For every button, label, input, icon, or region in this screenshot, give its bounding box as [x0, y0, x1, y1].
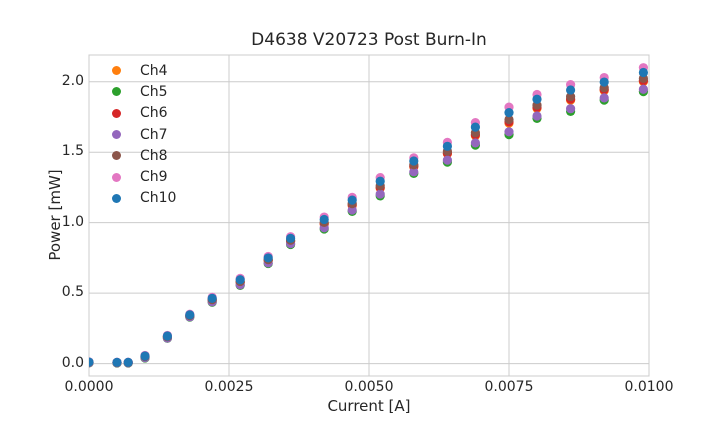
x-tick-label: 0.0000 [64, 379, 114, 395]
scatter-point-ch10 [235, 275, 245, 285]
scatter-point-ch7 [504, 127, 514, 137]
legend-item-ch4: Ch4 [112, 60, 176, 81]
scatter-point-ch10 [207, 293, 217, 303]
x-tick-label: 0.0100 [624, 379, 674, 395]
scatter-point-ch7 [638, 84, 649, 94]
y-tick-label: 1.0 [61, 213, 84, 230]
legend-marker-icon [112, 172, 121, 182]
legend-item-ch8: Ch8 [112, 145, 176, 166]
legend-item-ch7: Ch7 [112, 124, 176, 145]
x-axis-label: Current [A] [327, 397, 411, 415]
scatter-point-ch10 [140, 351, 150, 361]
legend-label: Ch5 [140, 83, 168, 100]
legend: Ch4 Ch5 Ch6 Ch7 Ch8 Ch9 Ch10 [112, 60, 176, 209]
x-tick-label: 0.0075 [484, 379, 534, 395]
scatter-points [89, 63, 649, 368]
legend-label: Ch4 [140, 62, 168, 79]
scatter-point-ch10 [123, 357, 133, 367]
scatter-point-ch8 [504, 114, 514, 125]
scatter-point-ch10 [89, 357, 94, 367]
scatter-point-ch10 [263, 253, 273, 263]
scatter-point-ch10 [532, 94, 542, 104]
legend-item-ch9: Ch9 [112, 166, 176, 187]
x-tick-label: 0.0025 [204, 379, 254, 395]
legend-marker-icon [112, 130, 121, 140]
legend-marker-icon [112, 108, 121, 118]
scatter-point-ch10 [638, 67, 649, 78]
y-tick-label: 1.5 [61, 143, 84, 160]
legend-label: Ch10 [140, 190, 177, 207]
scatter-point-ch7 [442, 155, 452, 165]
legend-marker-icon [112, 87, 121, 97]
scatter-point-ch7 [409, 167, 419, 177]
scatter-point-ch10 [319, 214, 329, 225]
scatter-point-ch10 [566, 85, 576, 95]
scatter-point-ch7 [566, 104, 576, 114]
scatter-point-ch10 [409, 156, 419, 166]
scatter-point-ch10 [599, 77, 609, 87]
plot-spines [88, 54, 650, 377]
scatter-point-ch7 [599, 93, 609, 103]
scatter-point-ch10 [442, 141, 452, 151]
legend-label: Ch6 [140, 105, 168, 122]
scatter-point-ch10 [162, 331, 172, 341]
legend-label: Ch9 [140, 169, 168, 186]
scatter-point-ch10 [347, 195, 357, 205]
y-tick-label: 0.5 [61, 284, 84, 301]
legend-marker-icon [112, 66, 121, 76]
legend-item-ch5: Ch5 [112, 81, 176, 102]
scatter-point-ch7 [375, 189, 385, 199]
chart-title: D4638 V20723 Post Burn-In [251, 30, 487, 50]
legend-item-ch6: Ch6 [112, 103, 176, 124]
legend-label: Ch7 [140, 126, 168, 143]
scatter-point-ch8 [566, 91, 576, 102]
scatter-point-ch10 [112, 357, 122, 367]
legend-label: Ch8 [140, 147, 168, 164]
legend-item-ch10: Ch10 [112, 188, 176, 209]
scatter-point-ch10 [286, 233, 296, 243]
x-tick-label: 0.0050 [344, 379, 394, 395]
scatter-point-ch7 [532, 111, 542, 121]
scatter-point-ch10 [470, 122, 480, 132]
legend-marker-icon [112, 193, 121, 203]
scatter-point-ch7 [470, 138, 480, 148]
scatter-point-ch10 [185, 310, 195, 320]
y-tick-label: 2.0 [61, 72, 84, 89]
scatter-point-ch10 [375, 176, 385, 186]
scatter-point-ch10 [504, 108, 514, 118]
y-tick-label: 0.0 [61, 354, 84, 371]
legend-marker-icon [112, 151, 121, 161]
scatter-point-ch7 [347, 205, 357, 215]
